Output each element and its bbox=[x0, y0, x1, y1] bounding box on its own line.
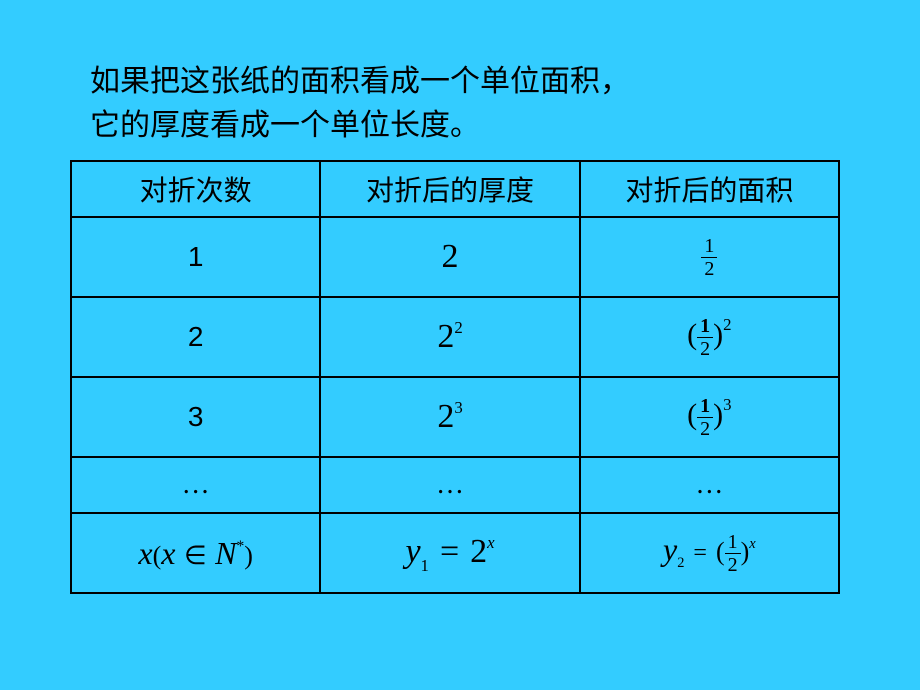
thickness-1: 2 bbox=[320, 217, 579, 297]
fraction-icon: 1 2 bbox=[725, 532, 741, 575]
intro-line-1: 如果把这张纸的面积看成一个单位面积， bbox=[90, 60, 630, 104]
thickness-y1: y1 = 2x bbox=[320, 513, 579, 593]
fold-count-x: x(x ∈ N*) bbox=[71, 513, 320, 593]
area-ellipsis: … bbox=[580, 457, 839, 513]
table-row: 1 2 1 2 bbox=[71, 217, 839, 297]
header-area: 对折后的面积 bbox=[580, 161, 839, 217]
fraction-icon: 1 2 bbox=[697, 396, 713, 439]
thickness-3: 23 bbox=[320, 377, 579, 457]
thickness-2: 22 bbox=[320, 297, 579, 377]
area-1: 1 2 bbox=[580, 217, 839, 297]
table-header-row: 对折次数 对折后的厚度 对折后的面积 bbox=[71, 161, 839, 217]
intro-text: 如果把这张纸的面积看成一个单位面积， 它的厚度看成一个单位长度。 bbox=[90, 60, 630, 147]
area-3: ( 1 2 )3 bbox=[580, 377, 839, 457]
fold-count-2: 2 bbox=[71, 297, 320, 377]
table-row: 3 23 ( 1 2 )3 bbox=[71, 377, 839, 457]
thickness-ellipsis: … bbox=[320, 457, 579, 513]
table-row: x(x ∈ N*) y1 = 2x y2 = ( 1 2 )x bbox=[71, 513, 839, 593]
fraction-icon: 1 2 bbox=[697, 316, 713, 359]
fraction-icon: 1 2 bbox=[701, 236, 717, 279]
fold-count-1: 1 bbox=[71, 217, 320, 297]
fold-count-3: 3 bbox=[71, 377, 320, 457]
folding-table: 对折次数 对折后的厚度 对折后的面积 1 2 1 2 2 22 ( 1 2 )2… bbox=[70, 160, 840, 594]
header-fold-count: 对折次数 bbox=[71, 161, 320, 217]
header-thickness: 对折后的厚度 bbox=[320, 161, 579, 217]
intro-line-2: 它的厚度看成一个单位长度。 bbox=[90, 104, 630, 148]
table-row: … … … bbox=[71, 457, 839, 513]
area-2: ( 1 2 )2 bbox=[580, 297, 839, 377]
table-row: 2 22 ( 1 2 )2 bbox=[71, 297, 839, 377]
fold-count-ellipsis: … bbox=[71, 457, 320, 513]
area-y2: y2 = ( 1 2 )x bbox=[580, 513, 839, 593]
